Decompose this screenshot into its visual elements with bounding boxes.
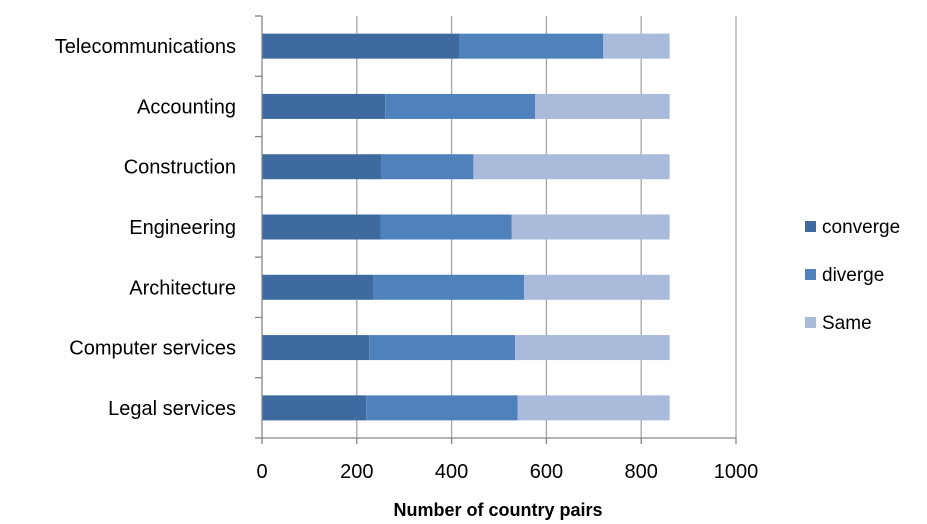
category-label: Legal services [108,398,236,420]
category-label: Engineering [129,217,236,239]
x-tick-label: 200 [340,461,373,483]
x-tick-labels: 0 200 400 600 800 1000 [256,461,758,483]
bar-same-engineering [511,214,670,240]
x-axis-title: Number of country pairs [393,500,602,520]
bar-same-telecommunications [603,33,670,59]
legend-swatch-diverge [805,269,816,280]
legend-label-diverge: diverge [822,265,884,286]
bar-same-architecture [524,274,670,300]
bar-diverge-computer-services [369,335,516,361]
bar-diverge-engineering [380,214,512,240]
category-labels: Telecommunications Accounting Construction… [55,36,236,420]
bar-diverge-legal-services [366,395,518,421]
category-label: Construction [124,157,236,179]
bar-diverge-accounting [385,93,536,119]
legend-swatch-converge [805,221,816,232]
axes [255,15,737,444]
category-label: Telecommunications [55,36,236,58]
legend: converge diverge Same [805,217,900,334]
bar-diverge-telecommunications [459,33,604,59]
x-tick-label: 1000 [714,461,759,483]
category-label: Computer services [69,338,236,360]
legend-label-same: Same [822,313,872,334]
bar-converge-legal-services [262,395,367,421]
bar-same-computer-services [515,335,670,361]
bar-diverge-architecture [373,274,525,300]
bar-same-accounting [535,93,670,119]
x-tick-label: 0 [256,461,267,483]
x-tick-label: 600 [530,461,563,483]
x-tick-label: 800 [625,461,658,483]
category-label: Accounting [137,96,236,118]
bar-converge-engineering [262,214,381,240]
bar-converge-architecture [262,274,374,300]
bar-same-construction [473,154,670,180]
legend-label-converge: converge [822,217,900,238]
bar-converge-telecommunications [262,33,460,59]
bar-converge-computer-services [262,335,370,361]
category-label: Architecture [129,277,236,299]
bar-converge-construction [262,154,381,180]
bars [262,33,670,421]
bar-diverge-construction [380,154,474,180]
x-tick-label: 400 [435,461,468,483]
legend-swatch-same [805,317,816,328]
bar-converge-accounting [262,93,386,119]
bar-same-legal-services [517,395,670,421]
